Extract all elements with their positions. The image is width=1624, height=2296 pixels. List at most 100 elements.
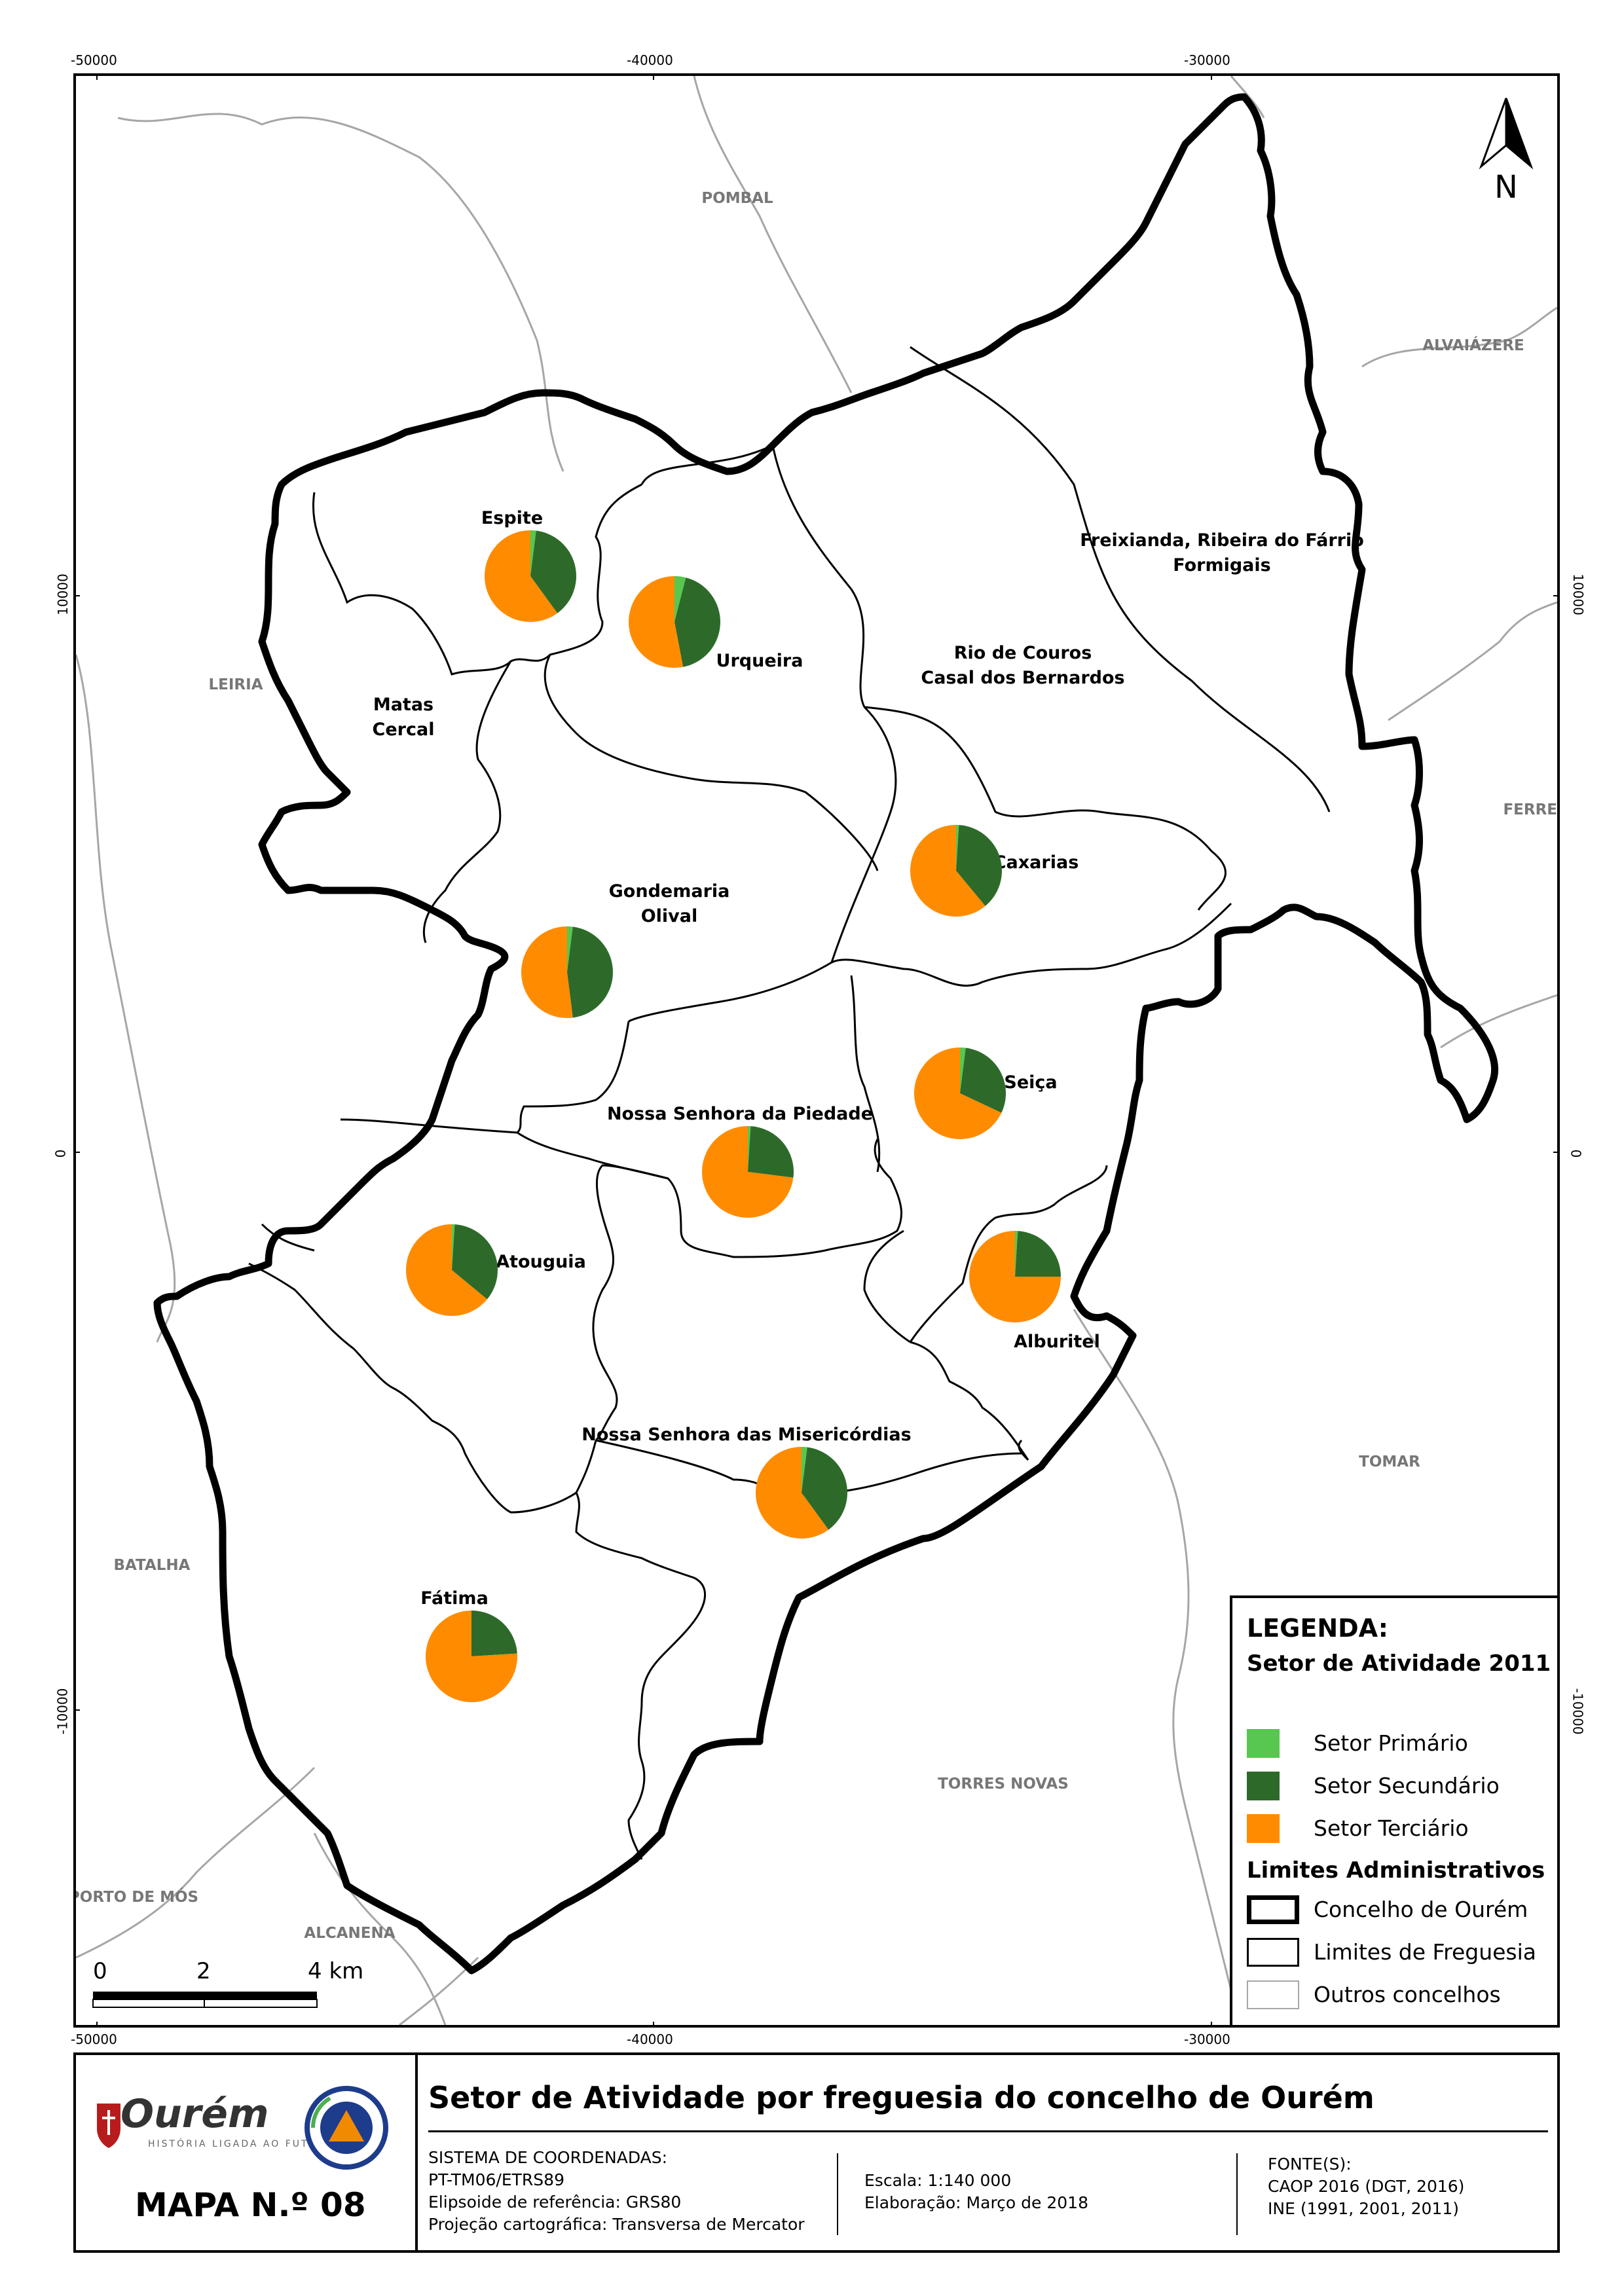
parish-label-urqueira: Urqueira (716, 651, 803, 671)
neighbour-label: TORRES NOVAS (938, 1776, 1069, 1793)
ourem-brand: Ourém (120, 2091, 269, 2137)
legend-label: Setor Terciário (1314, 1815, 1469, 1841)
map-canvas: POMBAL ALVAIÁZERE LEIRIA FERRE TOMAR BAT… (76, 76, 1557, 2025)
scale-bar: 0 2 4 km (92, 1958, 363, 2008)
sources-line: INE (1991, 2001, 2011) (1268, 2199, 1459, 2218)
legend-swatch-tertiary (1247, 1814, 1280, 1843)
neighbour-label: PORTO DE MÓS (76, 1887, 198, 1906)
north-arrow-icon: N (1479, 98, 1534, 206)
coord-system-line: Elipsoide de referência: GRS80 (428, 2193, 682, 2212)
legend-item-outros: Outros concelhos (1247, 1978, 1548, 2011)
scale-label-zero: 0 (93, 1958, 107, 1984)
pie-slice-secondary (960, 1048, 1006, 1113)
pie-slice-secondary (956, 825, 1002, 906)
legend-item-primary: Setor Primário (1247, 1726, 1548, 1759)
outros-concelhos-borders (76, 76, 1557, 2025)
neighbour-label: LEIRIA (209, 676, 263, 693)
concelho-boundary (153, 93, 1499, 1975)
pie-slice-secondary (471, 1611, 517, 1656)
legend-swatch-freguesia (1247, 1938, 1299, 1967)
sources-line: CAOP 2016 (DGT, 2016) (1268, 2177, 1465, 2196)
coord-left-2: 0 (52, 1149, 69, 1158)
parish-label-piedade: Nossa Senhora da Piedade (607, 1104, 873, 1124)
scale-info-line: Escala: 1:140 000 (864, 2171, 1012, 2190)
legend-label: Outros concelhos (1314, 1982, 1501, 2007)
legend-swatch-concelho (1247, 1895, 1299, 1924)
pie-slice-primary (567, 926, 573, 972)
legend-item-secondary: Setor Secundário (1247, 1769, 1548, 1802)
parish-label-gondemaria: Gondemaria Olival (609, 881, 730, 926)
coord-right-2: 0 (1568, 1149, 1584, 1158)
pie-slice-tertiary (701, 1126, 794, 1218)
pie-slice-secondary (567, 926, 613, 1018)
parish-label-espite: Espite (481, 508, 543, 528)
freguesia-borders (248, 346, 1331, 1860)
pie-slice-primary (960, 1048, 966, 1093)
scale-label-mid: 2 (196, 1958, 211, 1984)
map-title: Setor de Atividade por freguesia do conc… (428, 2080, 1375, 2115)
pie-slice-tertiary (405, 1224, 487, 1317)
coord-system-line: SISTEMA DE COORDENADAS: (428, 2148, 668, 2167)
coord-system-line: PT-TM06/ETRS89 (428, 2170, 564, 2189)
legend-swatch-primary (1247, 1729, 1280, 1758)
coord-top-3: -30000 (1184, 52, 1230, 68)
legend-swatch-secondary (1247, 1772, 1280, 1800)
pie-slice-secondary (748, 1126, 794, 1178)
pie-slice-tertiary (969, 1231, 1061, 1322)
coord-right-3: -10000 (1570, 1688, 1586, 1735)
legend-panel: LEGENDA: Setor de Atividade 2011 Setor P… (1230, 1595, 1560, 2028)
sources-info: FONTE(S): CAOP 2016 (DGT, 2016) INE (199… (1268, 2153, 1464, 2220)
scale-info: Escala: 1:140 000 Elaboração: Março de 2… (864, 2170, 1088, 2214)
coord-system-info: SISTEMA DE COORDENADAS: PT-TM06/ETRS89 E… (428, 2147, 805, 2236)
pie-charts (405, 530, 1061, 1702)
parish-label-freixianda: Freixianda, Ribeira do Fárrio Formigais (1080, 530, 1364, 575)
coord-right-1: 10000 (1570, 574, 1586, 615)
neighbour-label: ALCANENA (304, 1925, 395, 1942)
scale-info-line: Elaboração: Março de 2018 (864, 2193, 1088, 2212)
neighbour-label: POMBAL (701, 190, 773, 207)
pie-slice-primary (748, 1126, 751, 1172)
pie-slice-tertiary (914, 1048, 1002, 1140)
neighbour-label: ALVAIÁZERE (1422, 336, 1524, 354)
coord-system-line: Projeção cartográfica: Transversa de Mer… (428, 2215, 805, 2234)
pie-slice-primary (1015, 1231, 1018, 1277)
ourem-brand-sub: HISTÓRIA LIGADA AO FUTURO (148, 2139, 335, 2149)
pie-slice-secondary (452, 1224, 498, 1300)
legend-swatch-outros (1247, 1980, 1299, 2009)
parish-label-atouguia: Atouguia (496, 1252, 586, 1272)
pie-slice-secondary (530, 530, 576, 613)
north-label: N (1494, 169, 1518, 206)
neighbour-label: BATALHA (114, 1557, 191, 1574)
pie-slice-secondary (1015, 1231, 1061, 1277)
parish-label-seica: Seiça (1004, 1072, 1057, 1093)
coord-left-3: -10000 (54, 1688, 71, 1735)
parish-label-fatima: Fátima (420, 1588, 489, 1609)
legend-subtitle: Setor de Atividade 2011 (1247, 1650, 1551, 1677)
logo-column: Ourém HISTÓRIA LIGADA AO FUTURO MAPA N.º… (76, 2055, 418, 2250)
legend-label: Setor Secundário (1314, 1773, 1500, 1798)
parish-label-misericordias: Nossa Senhora das Misericórdias (581, 1425, 911, 1445)
pie-slice-secondary (674, 577, 721, 667)
pie-slice-primary (674, 576, 686, 622)
footer-divider (1236, 2153, 1238, 2235)
pie-slice-tertiary (910, 825, 986, 917)
footer-divider (837, 2153, 838, 2235)
pie-slice-primary (802, 1447, 807, 1493)
pie-slice-tertiary (521, 926, 573, 1018)
legend-admin-title: Limites Administrativos (1247, 1857, 1545, 1884)
legend-item-concelho: Concelho de Ourém (1247, 1893, 1548, 1925)
neighbour-label: FERRE (1503, 801, 1557, 818)
sources-line: FONTE(S): (1268, 2155, 1352, 2174)
map-number: MAPA N.º 08 (135, 2186, 366, 2224)
legend-item-tertiary: Setor Terciário (1247, 1812, 1548, 1844)
parish-label-matas-cercal: Matas Cercal (373, 695, 435, 740)
civil-protection-logo-icon (304, 2086, 388, 2170)
pie-slice-tertiary (629, 576, 684, 668)
scale-label-end: 4 km (308, 1958, 363, 1984)
neighbour-label: TOMAR (1359, 1453, 1420, 1470)
legend-item-freguesia: Limites de Freguesia (1247, 1935, 1548, 1968)
pie-slice-secondary (802, 1447, 847, 1530)
coord-left-1: 10000 (54, 574, 71, 615)
coord-bottom-2: -40000 (627, 2032, 673, 2047)
pie-slice-tertiary (485, 530, 558, 622)
